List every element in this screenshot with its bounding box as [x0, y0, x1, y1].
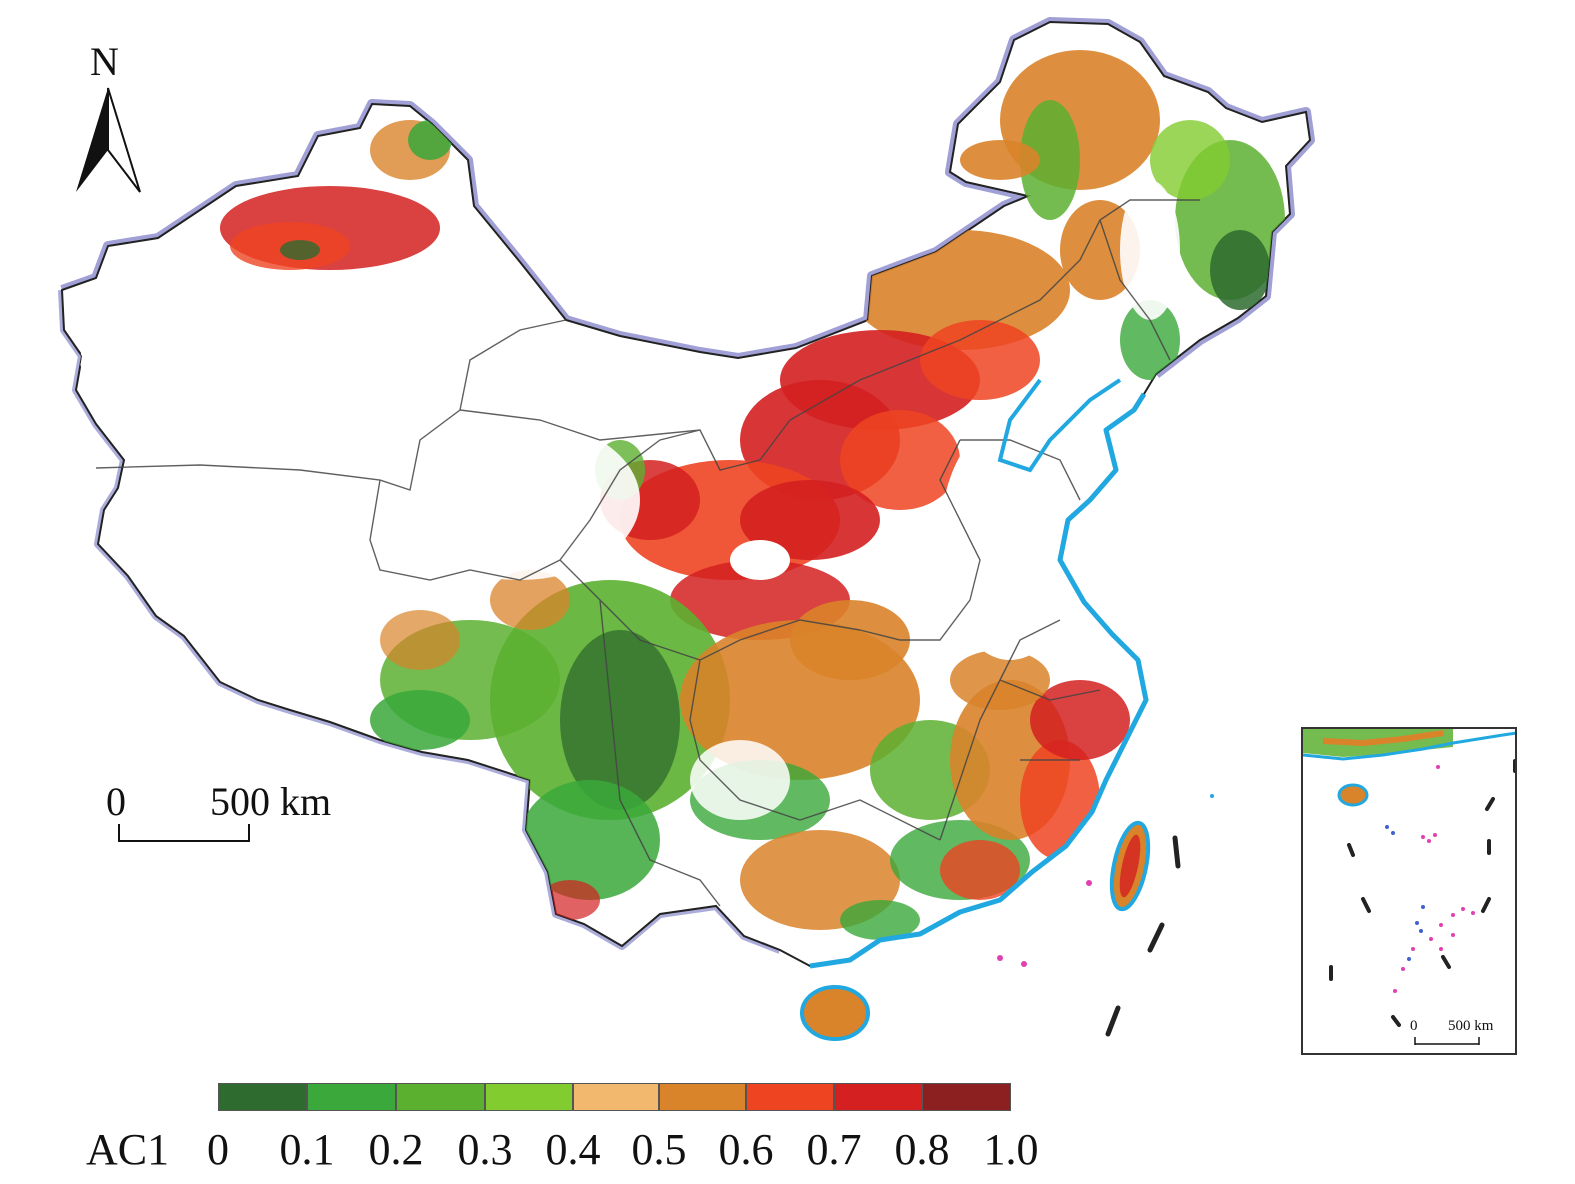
legend-swatch-4	[573, 1083, 659, 1111]
legend-swatch-3	[485, 1083, 573, 1111]
inset-scale-start-label: 0	[1410, 1018, 1418, 1034]
no-data-areas	[80, 180, 1180, 820]
northeast-patches	[960, 50, 1285, 380]
taiwan-interior	[1119, 834, 1141, 898]
coastline	[809, 392, 1149, 969]
legend-tick-label: 1.0	[983, 1125, 1039, 1174]
legend-swatch-1	[307, 1083, 396, 1111]
legend-swatch-5	[659, 1083, 746, 1111]
offshore-islets	[997, 794, 1214, 967]
scale-bar-line	[118, 824, 250, 842]
legend-swatch-0	[218, 1083, 307, 1111]
legend-tick-label: 0.7	[806, 1125, 862, 1174]
north-arrow-icon	[76, 87, 141, 193]
legend-tick-label: 0	[207, 1125, 229, 1174]
province-borders	[95, 199, 1200, 907]
legend-tick-label: 0.4	[545, 1125, 601, 1174]
legend-tick-label: 0.2	[368, 1125, 424, 1174]
bohai-coast	[997, 378, 1122, 473]
inset-scale-end-label: 500 km	[1448, 1018, 1494, 1034]
scale-end-label: 500 km	[210, 779, 332, 824]
south-china-sea-inset: 0 500 km	[1301, 727, 1517, 1055]
north-label: N	[90, 39, 119, 84]
legend-tick-label: 0.1	[279, 1125, 335, 1174]
legend-tick-label: 0.8	[894, 1125, 950, 1174]
legend-tick-label: 0.6	[718, 1125, 774, 1174]
legend-swatch-2	[396, 1083, 485, 1111]
legend-swatch-8	[922, 1083, 1011, 1111]
legend-swatch-7	[834, 1083, 922, 1111]
inset-map	[1303, 729, 1515, 1045]
legend-swatch-6	[746, 1083, 834, 1111]
maritime-boundary-marks	[1105, 835, 1181, 1037]
legend-tick-label: 0.5	[631, 1125, 687, 1174]
legend-tick-label: 0.3	[457, 1125, 513, 1174]
hainan-island	[800, 985, 870, 1041]
legend-title: AC1	[86, 1125, 170, 1174]
scale-start-label: 0	[106, 779, 126, 824]
